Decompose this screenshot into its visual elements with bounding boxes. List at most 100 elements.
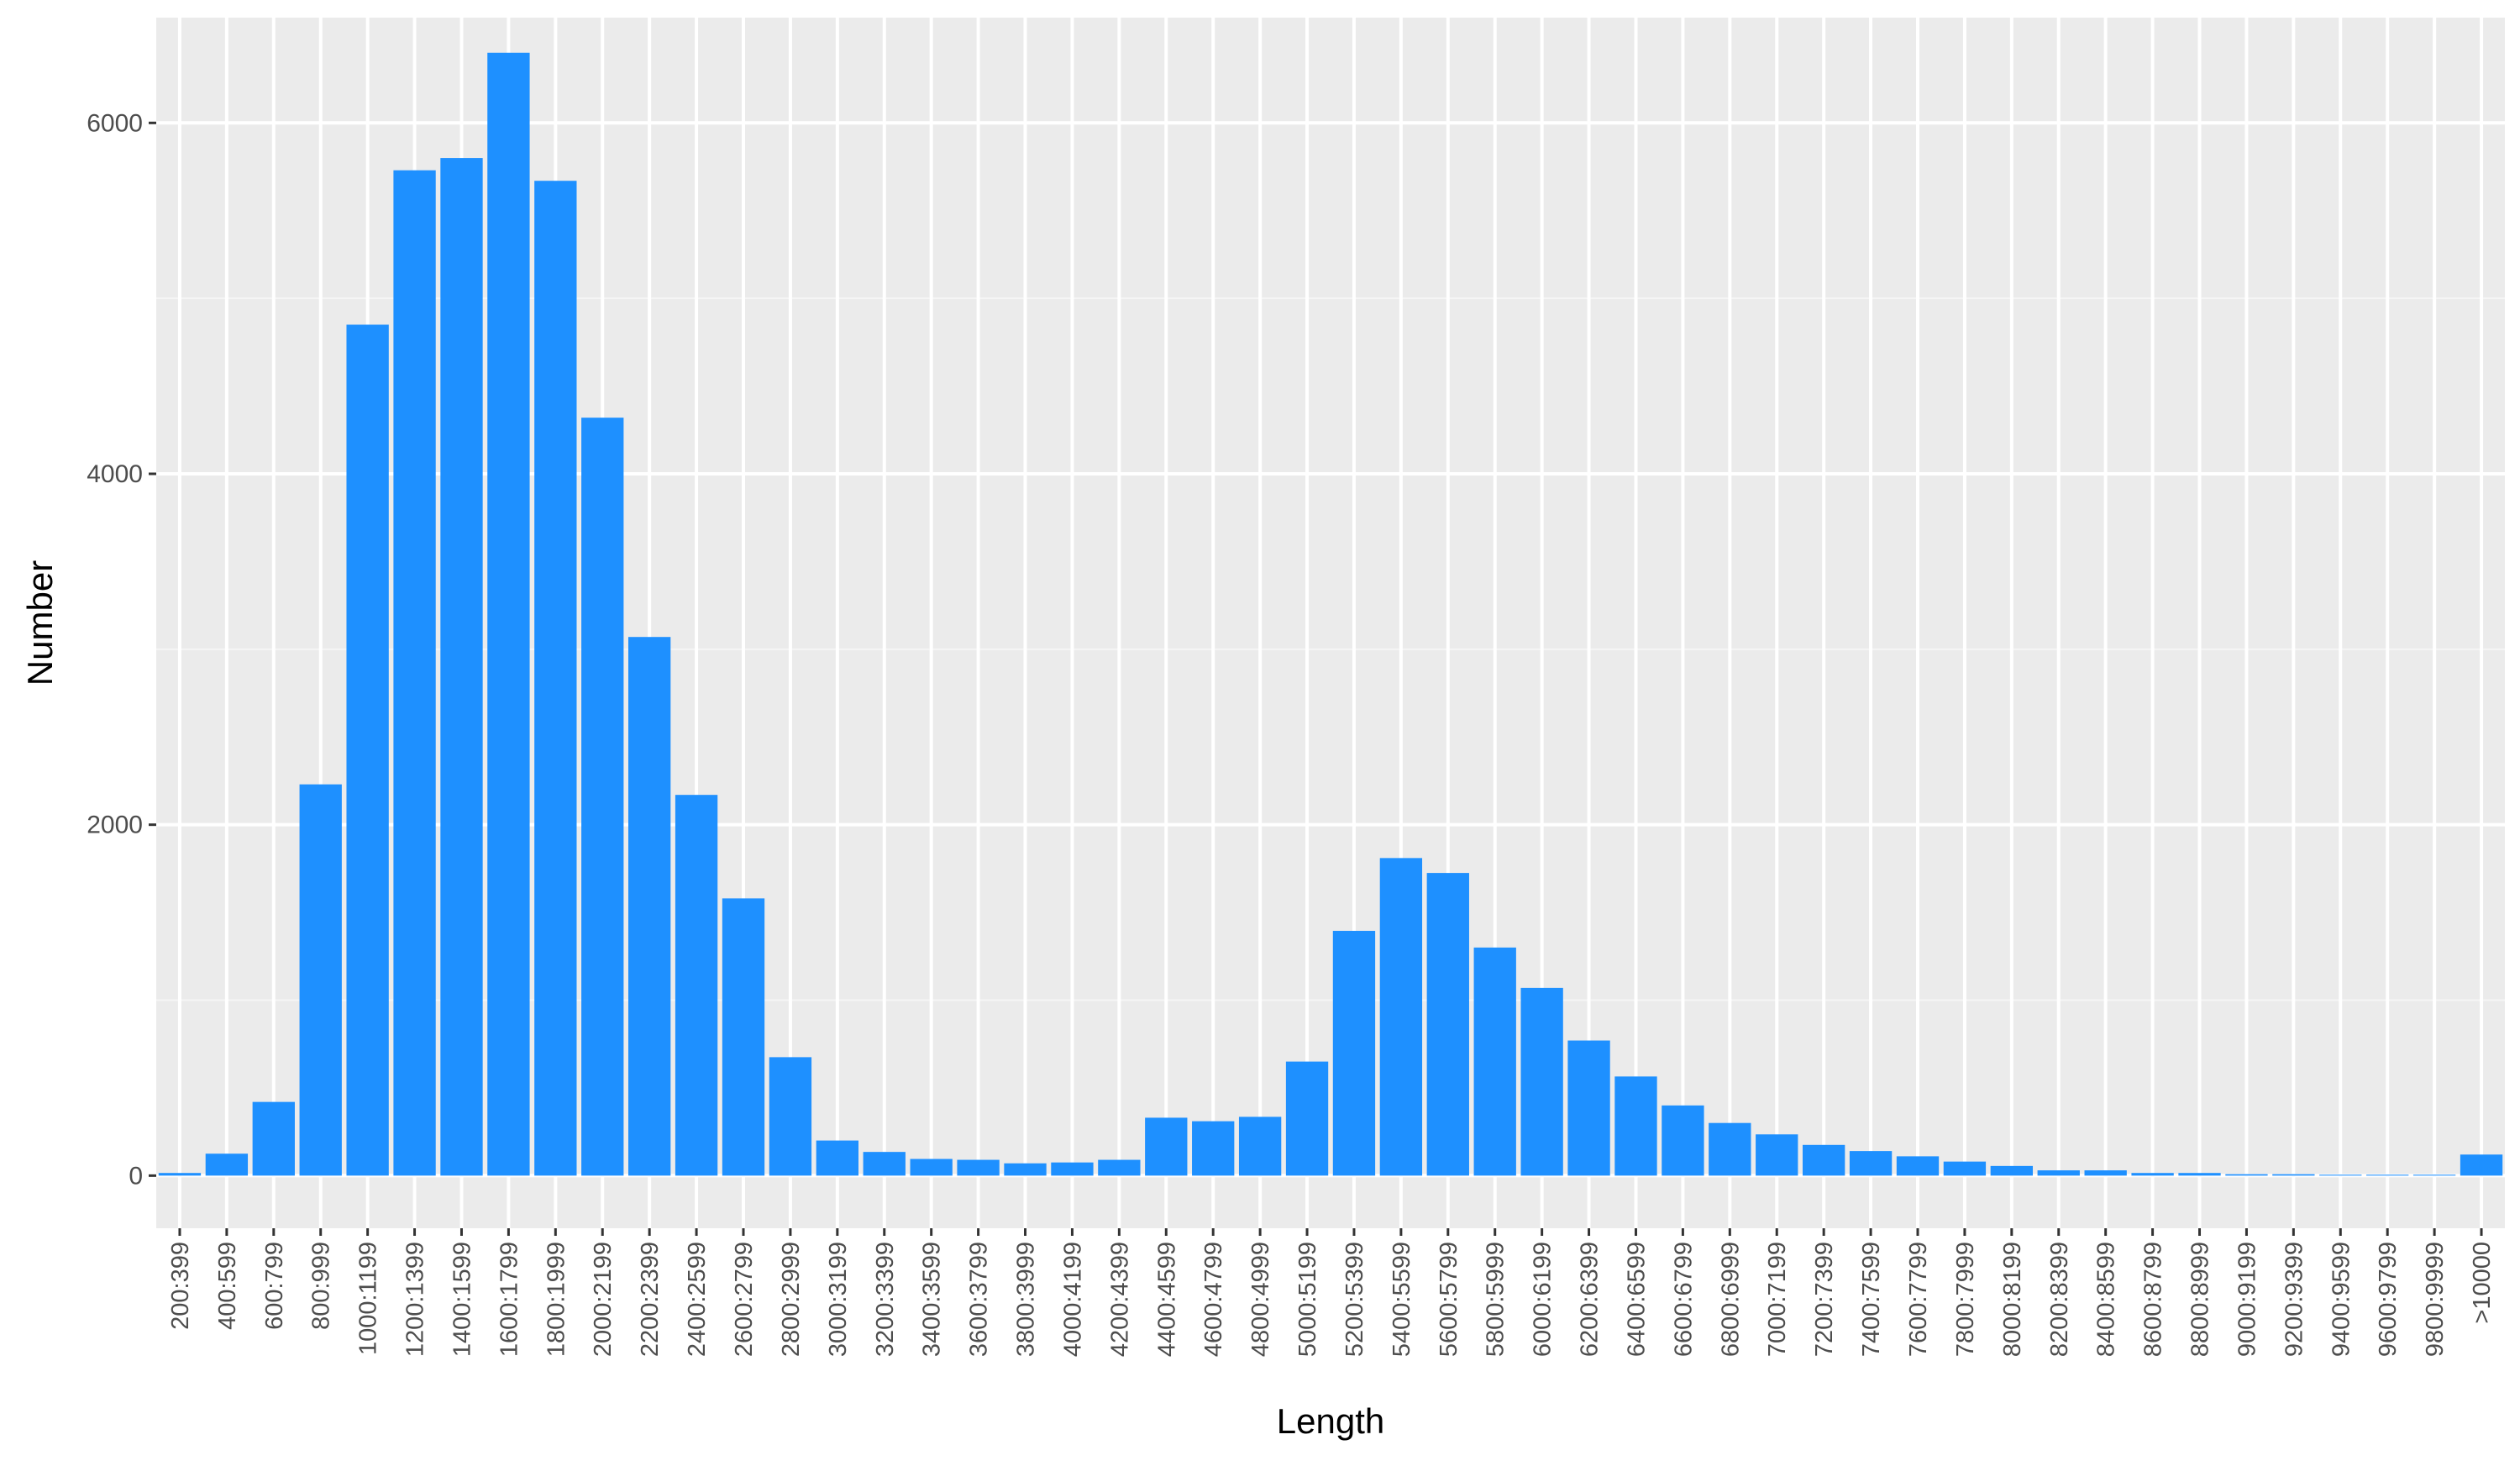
bar xyxy=(1802,1144,1845,1176)
x-tick-label: 5200:5399 xyxy=(1341,1242,1368,1357)
x-axis-title: Length xyxy=(1277,1401,1384,1441)
x-tick-label: 400:599 xyxy=(214,1242,241,1330)
bar xyxy=(1849,1151,1893,1176)
x-tick-label: 1200:1399 xyxy=(402,1242,429,1357)
bar xyxy=(2084,1170,2127,1176)
x-tick-label: 3800:3999 xyxy=(1013,1242,1040,1357)
x-tick-label: 8400:8599 xyxy=(2093,1242,2120,1357)
bar xyxy=(957,1159,1000,1176)
bar xyxy=(346,324,389,1176)
x-tick-label: 5800:5999 xyxy=(1483,1242,1509,1357)
bar xyxy=(440,158,483,1176)
x-tick-label: 9200:9399 xyxy=(2281,1242,2307,1357)
x-tick-label: 7000:7199 xyxy=(1764,1242,1791,1357)
bar xyxy=(1896,1156,1940,1176)
x-tick-label: 9600:9799 xyxy=(2375,1242,2402,1357)
bar xyxy=(393,170,436,1176)
x-tick-label: 1800:1999 xyxy=(543,1242,570,1357)
bar xyxy=(2178,1173,2221,1176)
bar xyxy=(1426,873,1469,1176)
bar xyxy=(1332,931,1376,1176)
x-tick-label: 3200:3399 xyxy=(872,1242,899,1357)
x-tick-label: 1600:1799 xyxy=(496,1242,522,1357)
bar xyxy=(205,1153,249,1176)
bar xyxy=(2272,1174,2315,1176)
x-tick-label: 600:799 xyxy=(261,1242,288,1330)
y-tick-label: 2000 xyxy=(87,812,143,839)
x-tick-label: 2000:2199 xyxy=(590,1242,617,1357)
bar-series xyxy=(158,52,2503,1176)
x-tick-label: 2400:2599 xyxy=(684,1242,711,1357)
bar xyxy=(1662,1105,1704,1176)
bar xyxy=(675,795,718,1176)
x-tick-label: 4800:4999 xyxy=(1247,1242,1274,1357)
x-tick-label: 7400:7599 xyxy=(1858,1242,1885,1357)
bar xyxy=(1756,1134,1798,1176)
bar xyxy=(487,52,530,1176)
x-tick-label: 9000:9199 xyxy=(2234,1242,2260,1357)
y-tick-label: 0 xyxy=(129,1162,143,1190)
x-tick-label: 200:399 xyxy=(167,1242,194,1330)
bar xyxy=(299,784,342,1176)
bar xyxy=(252,1101,295,1176)
x-tick-label: 7600:7799 xyxy=(1905,1242,1932,1357)
y-tick-label: 4000 xyxy=(87,460,143,488)
x-tick-label: 5000:5199 xyxy=(1294,1242,1321,1357)
y-axis: 0 2000 4000 6000 xyxy=(87,109,156,1190)
x-tick-label: 2200:2399 xyxy=(637,1242,664,1357)
x-tick-label: 800:999 xyxy=(308,1242,335,1330)
bar xyxy=(1004,1163,1047,1176)
bar xyxy=(1709,1122,1751,1176)
y-tick-label: 6000 xyxy=(87,109,143,137)
bar xyxy=(581,418,624,1176)
bar xyxy=(2460,1154,2503,1176)
x-tick-label: >10000 xyxy=(2469,1242,2496,1324)
bar xyxy=(1520,987,1563,1176)
bar xyxy=(1567,1040,1610,1176)
bar xyxy=(158,1173,202,1176)
x-tick-label: 2800:2999 xyxy=(778,1242,805,1357)
bar xyxy=(1285,1061,1329,1176)
x-tick-label: 8000:8199 xyxy=(1999,1242,2026,1357)
x-tick-label: 1000:1199 xyxy=(355,1242,382,1355)
x-tick-label: 9400:9599 xyxy=(2328,1242,2355,1357)
bar xyxy=(1990,1165,2034,1176)
x-tick-label: 2600:2799 xyxy=(731,1242,758,1357)
bar xyxy=(2225,1174,2268,1176)
x-tick-label: 3400:3599 xyxy=(919,1242,946,1357)
bar xyxy=(1943,1161,1987,1176)
bar xyxy=(2366,1174,2409,1176)
bar xyxy=(1098,1159,1141,1176)
bar xyxy=(1145,1117,1188,1176)
bar xyxy=(2131,1173,2174,1176)
bar xyxy=(863,1152,906,1176)
x-tick-label: 1400:1599 xyxy=(449,1242,475,1357)
x-tick-label: 5400:5599 xyxy=(1389,1242,1415,1357)
bar xyxy=(627,637,671,1176)
bar xyxy=(2037,1170,2080,1176)
x-tick-label: 3600:3799 xyxy=(966,1242,993,1357)
bar xyxy=(1614,1076,1657,1176)
x-tick-label: 6800:6999 xyxy=(1717,1242,1744,1357)
x-tick-label: 6000:6199 xyxy=(1530,1242,1557,1357)
bar xyxy=(769,1057,812,1176)
x-tick-label: 3000:3199 xyxy=(825,1242,852,1357)
x-tick-label: 8800:8999 xyxy=(2187,1242,2214,1357)
x-tick-label: 6600:6799 xyxy=(1670,1242,1697,1357)
bar xyxy=(722,898,765,1176)
bar xyxy=(1051,1162,1094,1176)
x-tick-label: 6200:6399 xyxy=(1577,1242,1604,1357)
x-tick-label: 8200:8399 xyxy=(2046,1242,2073,1357)
x-tick-label: 8600:8799 xyxy=(2140,1242,2167,1357)
x-tick-label: 4400:4599 xyxy=(1153,1242,1180,1357)
bar xyxy=(2319,1174,2362,1176)
x-tick-label: 9800:9999 xyxy=(2422,1242,2449,1357)
bar xyxy=(1473,947,1516,1176)
x-tick-label: 7800:7999 xyxy=(1952,1242,1979,1357)
x-tick-label: 4000:4199 xyxy=(1059,1242,1086,1357)
y-axis-title: Number xyxy=(20,560,60,686)
bar xyxy=(534,181,577,1176)
x-tick-label: 5600:5799 xyxy=(1436,1242,1462,1357)
